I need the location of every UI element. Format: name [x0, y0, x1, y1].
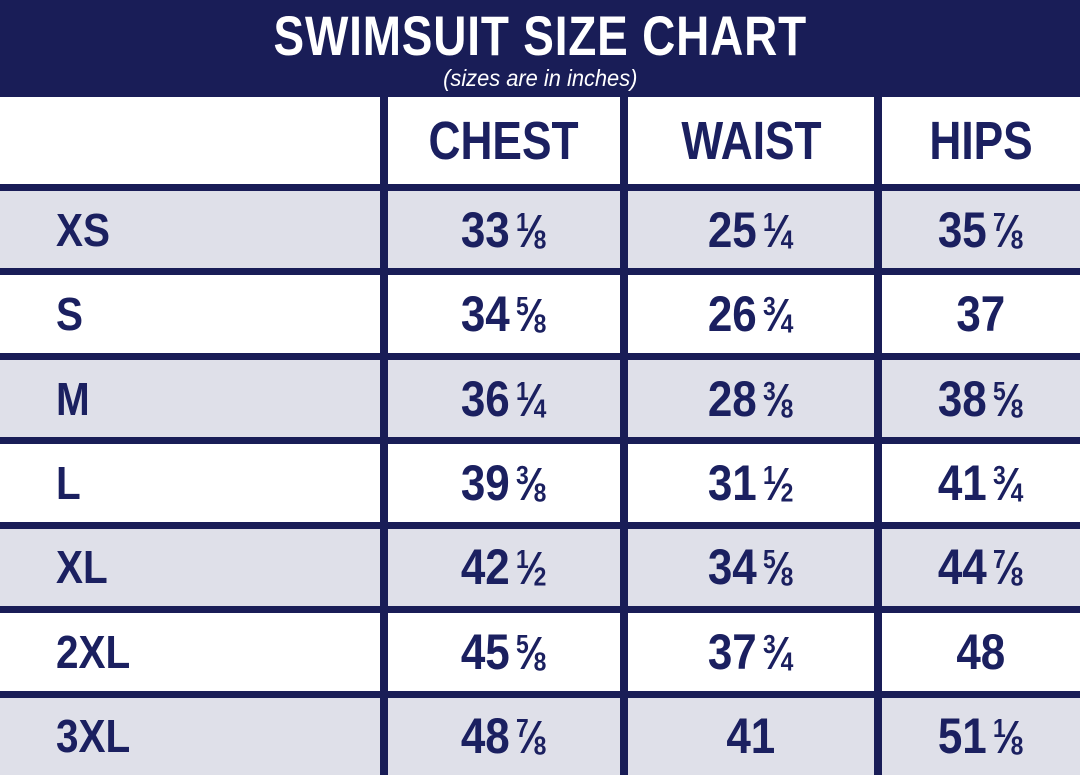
size-table: CHEST WAIST HIPS XS 33 1⁄8 25 1⁄4 35 7⁄8 S 34 5⁄8…: [0, 97, 1080, 775]
table-row: M 36 1⁄4 28 3⁄8 38 5⁄8: [0, 352, 1080, 438]
column-header-hips: HIPS: [874, 97, 1080, 184]
fraction: 3⁄4: [763, 289, 794, 342]
fraction: 1⁄2: [516, 542, 547, 595]
column-header-waist-label: WAIST: [680, 110, 822, 171]
whole-number: 31: [708, 454, 758, 511]
measurement-value: 26 3⁄4: [620, 275, 874, 353]
whole-number: 45: [461, 623, 511, 680]
fraction: 5⁄8: [993, 373, 1024, 426]
whole-number: 37: [708, 623, 758, 680]
measurement-value: 31 1⁄2: [620, 444, 874, 522]
whole-number: 42: [461, 539, 511, 596]
whole-number: 28: [708, 370, 758, 427]
table-row: S 34 5⁄8 26 3⁄4 37: [0, 268, 1080, 353]
whole-number: 48: [956, 623, 1006, 680]
measurement-value: 38 5⁄8: [874, 359, 1080, 438]
whole-number: 44: [938, 539, 988, 596]
whole-number: 38: [938, 370, 988, 427]
table-row: XL 42 1⁄2 34 5⁄8 44 7⁄8: [0, 521, 1080, 607]
fraction: 7⁄8: [993, 204, 1024, 257]
fraction: 5⁄8: [516, 289, 547, 342]
measurement-value: 25 1⁄4: [620, 191, 874, 269]
table-header-row: CHEST WAIST HIPS: [0, 97, 1080, 184]
fraction: 3⁄8: [763, 373, 794, 426]
measurement-value: 45 5⁄8: [380, 613, 620, 691]
fraction: 3⁄4: [993, 457, 1024, 510]
measurement-value: 42 1⁄2: [380, 528, 620, 607]
size-label: 2XL: [56, 625, 131, 678]
measurement-value: 48 7⁄8: [380, 697, 620, 775]
size-label: M: [56, 372, 90, 425]
size-label: XS: [56, 203, 111, 256]
column-header-waist: WAIST: [620, 97, 874, 184]
size-label: L: [56, 456, 81, 509]
fraction: 1⁄8: [993, 711, 1024, 764]
table-row: XS 33 1⁄8 25 1⁄4 35 7⁄8: [0, 184, 1080, 269]
whole-number: 39: [461, 454, 511, 511]
measurement-value: 36 1⁄4: [380, 359, 620, 438]
measurement-value: 41 3⁄4: [874, 444, 1080, 522]
table-row: L 39 3⁄8 31 1⁄2 41 3⁄4: [0, 437, 1080, 522]
measurement-value: 37 3⁄4: [620, 613, 874, 691]
measurement-value: 33 1⁄8: [380, 191, 620, 269]
fraction: 1⁄8: [516, 204, 547, 257]
fraction: 7⁄8: [993, 542, 1024, 595]
column-header-chest: CHEST: [380, 97, 620, 184]
size-label: 3XL: [56, 710, 131, 763]
whole-number: 36: [461, 370, 511, 427]
whole-number: 34: [461, 286, 511, 343]
fraction: 5⁄8: [516, 626, 547, 679]
whole-number: 33: [461, 201, 511, 258]
whole-number: 25: [708, 201, 758, 258]
whole-number: 48: [461, 708, 511, 765]
column-header-chest-label: CHEST: [428, 110, 580, 171]
fraction: 1⁄4: [516, 373, 547, 426]
size-column-header-empty: [0, 97, 380, 184]
fraction: 3⁄4: [763, 626, 794, 679]
measurement-value: 51 1⁄8: [874, 697, 1080, 775]
column-header-hips-label: HIPS: [929, 110, 1033, 171]
measurement-value: 48: [874, 613, 1080, 691]
measurement-value: 37: [874, 275, 1080, 353]
title-band: SWIMSUIT SIZE CHART (sizes are in inches…: [0, 0, 1080, 97]
whole-number: 34: [708, 539, 758, 596]
measurement-value: 39 3⁄8: [380, 444, 620, 522]
measurement-value: 28 3⁄8: [620, 359, 874, 438]
whole-number: 35: [938, 201, 988, 258]
page-title: SWIMSUIT SIZE CHART: [273, 4, 807, 67]
measurement-value: 34 5⁄8: [620, 528, 874, 607]
fraction: 3⁄8: [516, 457, 547, 510]
whole-number: 41: [726, 708, 776, 765]
measurement-value: 34 5⁄8: [380, 275, 620, 353]
measurement-value: 41: [620, 697, 874, 775]
whole-number: 51: [938, 708, 988, 765]
whole-number: 41: [938, 454, 988, 511]
whole-number: 26: [708, 286, 758, 343]
size-label: S: [56, 288, 84, 341]
size-label: XL: [56, 541, 108, 594]
fraction: 5⁄8: [763, 542, 794, 595]
fraction: 1⁄4: [763, 204, 794, 257]
fraction: 7⁄8: [516, 711, 547, 764]
page-subtitle: (sizes are in inches): [442, 65, 638, 91]
table-row: 2XL 45 5⁄8 37 3⁄4 48: [0, 606, 1080, 691]
measurement-value: 35 7⁄8: [874, 191, 1080, 269]
fraction: 1⁄2: [763, 457, 794, 510]
table-row: 3XL 48 7⁄8 41 51 1⁄8: [0, 690, 1080, 775]
whole-number: 37: [956, 286, 1006, 343]
measurement-value: 44 7⁄8: [874, 528, 1080, 607]
